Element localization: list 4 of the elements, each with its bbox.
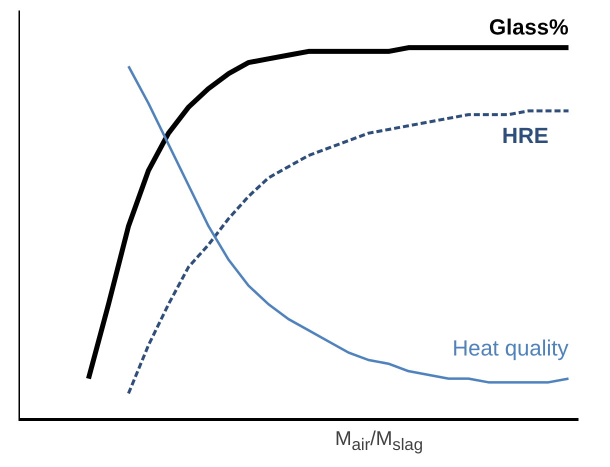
- series-label: Glass%: [489, 14, 569, 40]
- x-axis-title: M$_{air}$/M$_{slag}$: [335, 427, 423, 456]
- series-label: Heat quality: [452, 336, 569, 361]
- series-label: HRE: [502, 122, 549, 148]
